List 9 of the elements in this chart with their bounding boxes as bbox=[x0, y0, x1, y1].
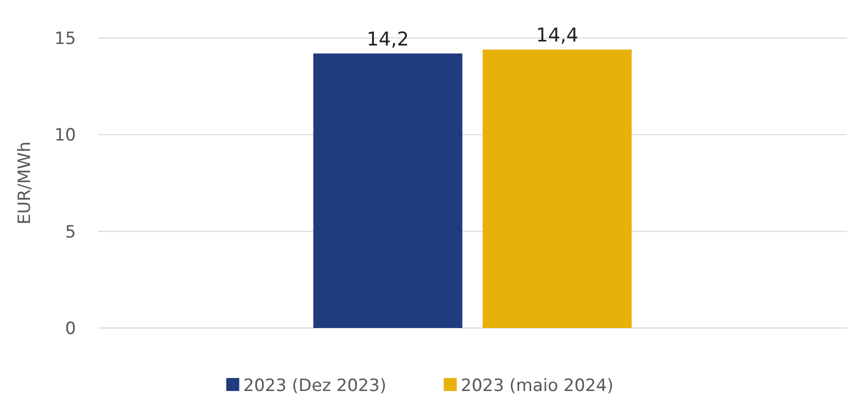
data-label: 14,4 bbox=[536, 24, 578, 47]
data-label: 14,2 bbox=[366, 28, 409, 50]
legend-label: 2023 (maio 2024) bbox=[460, 376, 614, 396]
y-tick-label: 5 bbox=[65, 222, 76, 242]
y-tick-label: 0 bbox=[65, 318, 76, 339]
y-tick-label: 10 bbox=[54, 126, 76, 146]
legend-label: 2023 (Dez 2023) bbox=[243, 376, 386, 396]
y-tick-label: 15 bbox=[54, 28, 76, 49]
y-axis-title: EUR/MWh bbox=[15, 142, 35, 224]
